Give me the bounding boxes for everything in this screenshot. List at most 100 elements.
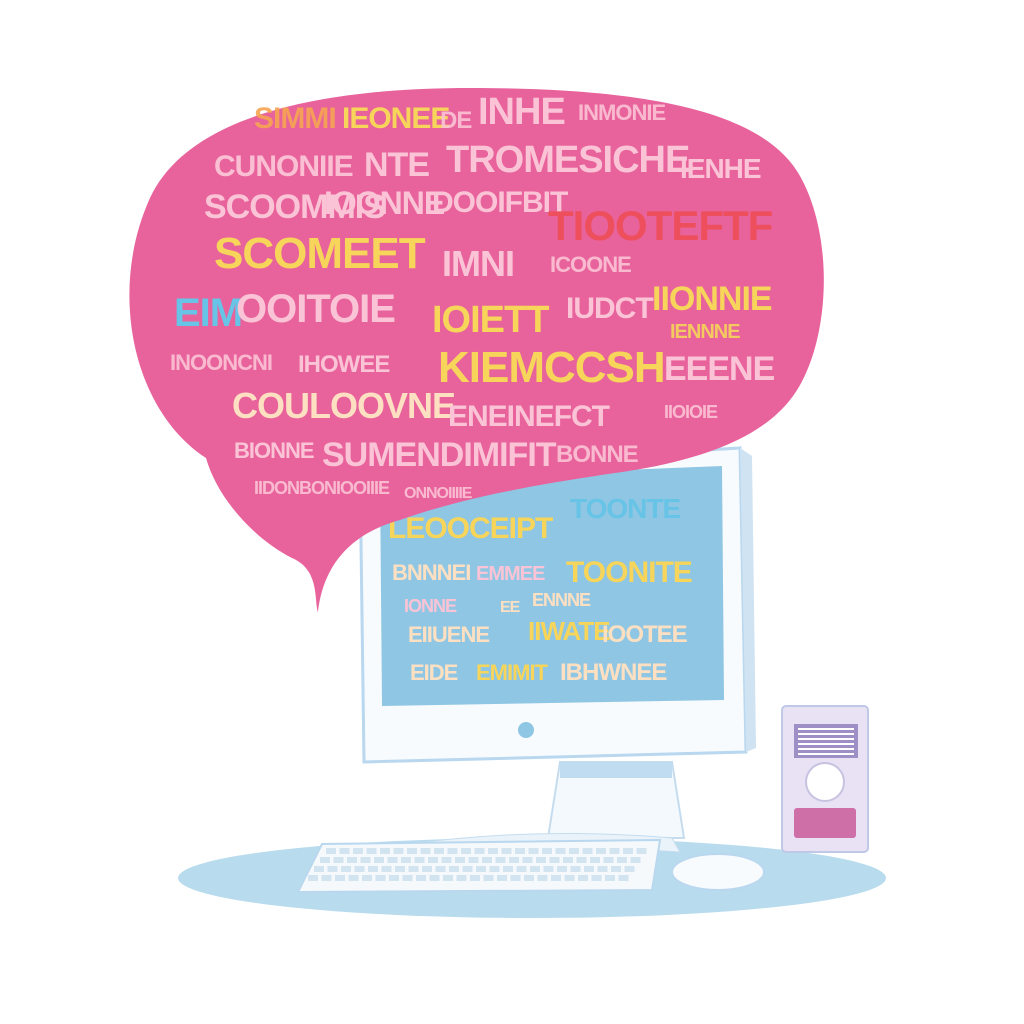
keyboard-key: [542, 848, 552, 854]
keyboard-key: [335, 875, 345, 881]
screen-word: TOONITE: [566, 556, 692, 589]
keyboard-keys: [308, 848, 647, 881]
bubble-word: SUMENDIMIFIT: [322, 436, 557, 474]
grille-line: [798, 733, 854, 735]
keyboard-key: [609, 848, 620, 854]
keyboard-key: [624, 866, 635, 872]
bubble-word: ICOONE: [550, 252, 631, 277]
screen-word: LEOOCEIPT: [388, 512, 553, 545]
speaker-grille: [798, 728, 854, 755]
keyboard-key: [401, 857, 411, 863]
keyboard-key: [569, 848, 579, 854]
keyboard-key: [522, 857, 533, 863]
keyboard-key: [516, 866, 527, 872]
keyboard-key: [441, 857, 452, 863]
screen-word: IIWATE: [528, 616, 610, 646]
keyboard-key: [551, 875, 561, 881]
keyboard-key: [447, 848, 458, 854]
keyboard-key: [482, 857, 492, 863]
keyboard-key: [611, 866, 621, 872]
keyboard-key: [308, 875, 318, 881]
keyboard-key: [422, 866, 432, 872]
keyboard-key: [368, 866, 378, 872]
keyboard-key: [503, 866, 513, 872]
keyboard-key: [354, 866, 365, 872]
keyboard-key: [543, 866, 554, 872]
keyboard-key: [501, 848, 512, 854]
keyboard-key: [590, 857, 600, 863]
keyboard-key: [366, 848, 377, 854]
grille-line: [798, 738, 854, 740]
bubble-word: IMNI: [442, 243, 514, 284]
keyboard-key: [395, 866, 405, 872]
keyboard-key: [555, 848, 566, 854]
keyboard-key: [497, 875, 507, 881]
keyboard-key: [416, 875, 426, 881]
screen-word: BNNNEI: [392, 560, 470, 585]
keyboard-key: [476, 866, 486, 872]
keyboard-key: [474, 848, 485, 854]
keyboard-key: [402, 875, 413, 881]
keyboard-key: [470, 875, 480, 881]
screen-word: EE: [500, 599, 521, 616]
keyboard-key: [584, 866, 594, 872]
screen-word: IONNE: [404, 596, 457, 616]
keyboard-key: [623, 848, 633, 854]
keyboard-key: [578, 875, 588, 881]
keyboard-key: [449, 866, 459, 872]
screen-word: EIIUENE: [408, 622, 489, 647]
keyboard-key: [326, 848, 336, 854]
keyboard-key: [488, 848, 498, 854]
keyboard-key: [387, 857, 398, 863]
keyboard-key: [389, 875, 399, 881]
keyboard-key: [393, 848, 404, 854]
keyboard-key: [455, 857, 465, 863]
bubble-word: INOONCNI: [170, 350, 272, 375]
bubble-word: KIEMCCSH: [438, 343, 665, 392]
keyboard-key: [339, 848, 350, 854]
bubble-word: BIONNE: [234, 438, 314, 463]
keyboard-key: [407, 848, 417, 854]
bubble-word: SCOOMMIS: [204, 188, 385, 226]
keyboard-key: [327, 866, 338, 872]
bubble-word: TIOOTEFTF: [548, 202, 773, 249]
keyboard-key: [582, 848, 593, 854]
keyboard-key: [468, 857, 479, 863]
keyboard-key: [381, 866, 392, 872]
bubble-word: NTE: [364, 146, 429, 184]
keyboard-key: [348, 875, 359, 881]
keyboard-key: [549, 857, 560, 863]
keyboard-key: [591, 875, 602, 881]
keyboard-key: [414, 857, 425, 863]
keyboard-key: [374, 857, 384, 863]
keyboard-key: [596, 848, 606, 854]
bubble-word: SCOMEET: [214, 229, 426, 278]
grille-line: [798, 753, 854, 755]
keyboard-key: [557, 866, 567, 872]
keyboard-key: [353, 848, 363, 854]
keyboard-key: [528, 848, 539, 854]
keyboard-key: [510, 875, 521, 881]
bubble-word: INMONIE: [578, 100, 665, 125]
keyboard-key: [341, 866, 351, 872]
keyboard-key: [321, 875, 332, 881]
bubble-word: IENNNE: [670, 321, 740, 343]
keyboard-key: [408, 866, 419, 872]
grille-line: [798, 748, 854, 750]
bubble-word: IIOIOIE: [664, 402, 718, 422]
keyboard-key: [536, 857, 546, 863]
keyboard-key: [509, 857, 519, 863]
bubble-word: IOONNE: [324, 185, 445, 221]
keyboard-key: [362, 875, 372, 881]
bubble-word: IUDCT: [566, 292, 653, 325]
keyboard-key: [570, 866, 581, 872]
bubble-word: IENHE: [680, 153, 761, 184]
bubble-word: IIDONBONIOOIIIE: [254, 478, 390, 498]
keyboard-key: [617, 857, 627, 863]
keyboard-key: [434, 848, 444, 854]
screen-word: TOONTE: [570, 493, 680, 524]
bubble-word: ENEINEFCT: [448, 400, 610, 433]
